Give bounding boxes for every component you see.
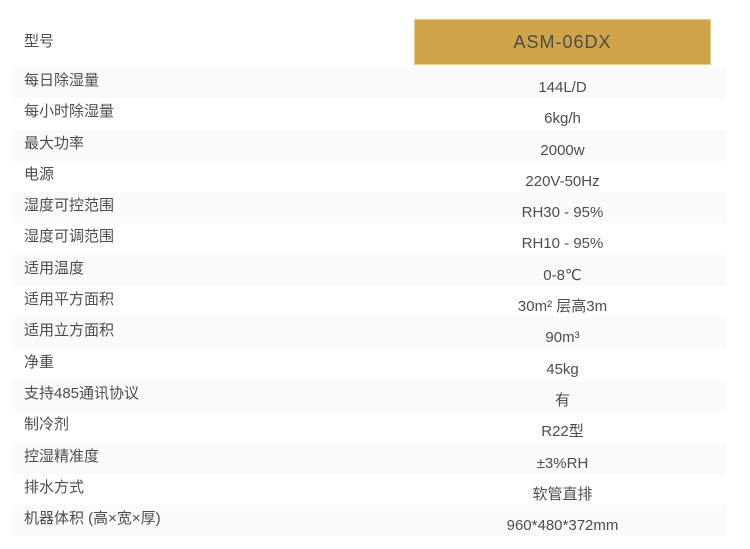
spec-label: 适用温度 [24, 259, 85, 277]
model-badge: ASM-06DX [414, 19, 711, 65]
spec-value: 90m³ [545, 329, 580, 347]
spec-label: 净重 [24, 353, 55, 371]
table-row: 适用温度 0-8℃ [12, 254, 726, 287]
spec-value: 2000w [540, 141, 585, 159]
table-row: 每日除湿量 144L/D [12, 67, 726, 99]
spec-value: 6kg/h [544, 110, 581, 128]
table-row: 湿度可控范围 RH30 - 95% [12, 192, 726, 224]
table-row: 适用平方面积 30m² 层高3m [12, 286, 726, 318]
spec-value: RH10 - 95% [521, 235, 604, 253]
spec-value: 0-8℃ [543, 266, 582, 284]
spec-value: RH30 - 95% [521, 204, 604, 222]
spec-label: 每日除湿量 [24, 72, 100, 89]
spec-value: 45kg [546, 360, 579, 378]
spec-value: 软管直排 [532, 485, 593, 503]
spec-value: 960*480*372mm [506, 517, 619, 535]
spec-label: 机器体积 (高×宽×厚) [24, 510, 161, 528]
table-row: 最大功率 2000w [12, 129, 726, 161]
table-row: 机器体积 (高×宽×厚) 960*480*372mm [12, 505, 726, 537]
table-row: 湿度可调范围 RH10 - 95% [12, 223, 726, 255]
spec-label: 每小时除湿量 [24, 103, 115, 121]
spec-label: 湿度可调范围 [24, 228, 115, 246]
table-row: 每小时除湿量 6kg/h [12, 98, 726, 130]
table-row: 适用立方面积 90m³ [12, 317, 726, 349]
spec-value: 有 [554, 391, 570, 409]
spec-label: 支持485通讯协议 [24, 384, 140, 402]
table-row: 电源 220V-50Hz [12, 160, 726, 193]
table-row: 排水方式 软管直排 [12, 473, 726, 506]
spec-value: ±3%RH [536, 454, 589, 472]
spec-value: 30m² 层高3m [517, 298, 608, 316]
spec-table: 型号 ASM-06DX 每日除湿量 144L/D 每小时除湿量 6kg/h 最大… [12, 0, 726, 537]
spec-label-model: 型号 [24, 33, 55, 50]
spec-label: 湿度可控范围 [24, 197, 115, 215]
table-row: 支持485通讯协议 有 [12, 379, 726, 412]
table-row: 制冷剂 R22型 [12, 411, 726, 443]
table-row: 净重 45kg [12, 348, 726, 380]
spec-value: R22型 [541, 423, 584, 441]
spec-label: 电源 [24, 165, 55, 183]
model-value: ASM-06DX [513, 31, 612, 52]
spec-label: 适用立方面积 [24, 322, 115, 340]
spec-value: 144L/D [538, 79, 587, 96]
spec-value: 220V-50Hz [525, 172, 600, 190]
table-row-model: 型号 ASM-06DX [12, 0, 726, 67]
spec-label: 最大功率 [24, 134, 85, 152]
spec-label: 适用平方面积 [24, 291, 115, 309]
table-row: 控湿精准度 ±3%RH [12, 442, 726, 474]
spec-label: 控湿精准度 [24, 447, 100, 465]
spec-label: 排水方式 [24, 478, 85, 496]
spec-label: 制冷剂 [24, 416, 70, 434]
